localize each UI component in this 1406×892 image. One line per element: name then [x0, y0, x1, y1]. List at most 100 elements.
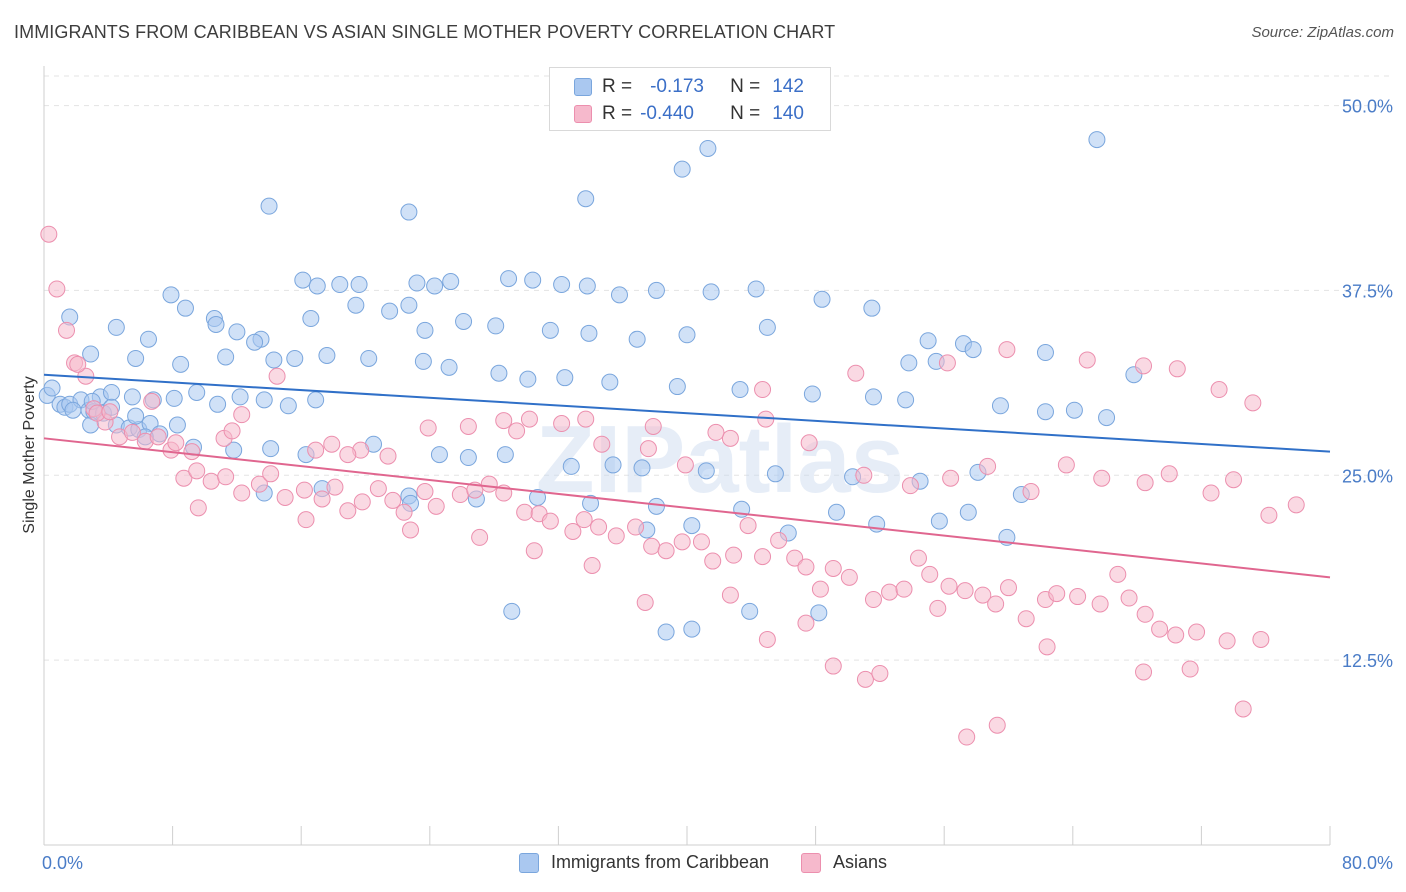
asians-point — [974, 586, 992, 604]
asians-point — [998, 341, 1016, 359]
asians-point — [979, 457, 997, 475]
caribbean-point — [82, 345, 100, 363]
asians-point — [1218, 632, 1236, 650]
caribbean-point — [331, 276, 349, 294]
asians-point — [958, 728, 976, 746]
caribbean-point — [1036, 403, 1054, 421]
caribbean-point — [803, 385, 821, 403]
asians-point — [1210, 381, 1228, 399]
legend-item-asians[interactable]: Asians — [801, 852, 887, 873]
series-asians — [40, 225, 1305, 746]
asians-point — [1135, 663, 1153, 681]
legend-swatch-pink — [801, 852, 822, 873]
asians-point — [395, 503, 413, 521]
asians-point — [593, 435, 611, 453]
asians-point — [276, 488, 294, 506]
caribbean-point — [863, 299, 881, 317]
caribbean-point — [1065, 401, 1083, 419]
asians-point — [525, 542, 543, 560]
caribbean-point — [556, 369, 574, 387]
asians-point — [938, 354, 956, 372]
asians-point — [516, 503, 534, 521]
asians-point — [643, 537, 661, 555]
axes — [43, 66, 1331, 846]
caribbean-point — [139, 330, 157, 348]
legend-item-caribbean[interactable]: Immigrants from Caribbean — [518, 852, 769, 873]
caribbean-point — [864, 388, 882, 406]
grid-lines — [44, 75, 1392, 661]
asians-point — [1234, 700, 1252, 718]
asians-point — [339, 502, 357, 520]
asians-point — [590, 518, 608, 536]
legend-label-asians: Asians — [833, 852, 888, 872]
asians-point — [313, 490, 331, 508]
asians-point — [739, 517, 757, 535]
caribbean-point — [496, 446, 514, 464]
asians-point — [636, 593, 654, 611]
asians-point — [754, 548, 772, 566]
caribbean-point — [991, 397, 1009, 415]
series-legend: Immigrants from Caribbean Asians — [0, 852, 1406, 873]
asians-point — [676, 456, 694, 474]
asians-point — [881, 583, 899, 601]
asians-point — [233, 406, 251, 424]
r-value: -0.440 — [640, 103, 694, 124]
asians-point — [956, 582, 974, 600]
caribbean-point — [553, 276, 571, 294]
asians-point — [419, 419, 437, 437]
asians-point — [1181, 660, 1199, 678]
asians-point — [639, 440, 657, 458]
asians-point — [175, 469, 193, 487]
caribbean-point — [487, 317, 505, 335]
caribbean-point — [580, 324, 598, 342]
caribbean-point — [697, 462, 715, 480]
caribbean-point — [604, 456, 622, 474]
caribbean-point — [400, 203, 418, 221]
caribbean-point — [302, 310, 320, 328]
caribbean-point — [964, 341, 982, 359]
r-label: R = — [602, 76, 633, 97]
asians-trend-line — [43, 437, 1331, 579]
legend-swatch-pink — [574, 105, 592, 123]
asians-point — [233, 484, 251, 502]
chart-title: IMMIGRANTS FROM CARIBBEAN VS ASIAN SINGL… — [14, 22, 836, 42]
caribbean-point — [103, 383, 121, 401]
caribbean-point — [1036, 344, 1054, 362]
asians-point — [987, 595, 1005, 613]
x-tick-label-max: 80.0% — [1341, 853, 1393, 873]
asians-point — [1168, 360, 1186, 378]
caribbean-point — [897, 391, 915, 409]
asians-point — [339, 446, 357, 464]
asians-point — [149, 428, 167, 446]
caribbean-point — [255, 391, 273, 409]
caribbean-point — [810, 604, 828, 622]
asians-point — [427, 497, 445, 515]
asians-point — [704, 552, 722, 570]
r-label: R = — [602, 103, 633, 124]
caribbean-point — [455, 312, 473, 330]
asians-point — [101, 403, 119, 421]
asians-point — [824, 657, 842, 675]
caribbean-point — [430, 446, 448, 464]
asians-point — [416, 483, 434, 501]
asians-point — [323, 435, 341, 453]
caribbean-point — [43, 379, 61, 397]
asians-point — [379, 447, 397, 465]
trend-lines — [43, 373, 1331, 579]
legend-row-caribbean: R = -0.173 N = 142 — [574, 76, 804, 98]
asians-point — [223, 422, 241, 440]
caribbean-point — [930, 512, 948, 530]
asians-point — [143, 392, 161, 410]
caribbean-point — [426, 277, 444, 295]
asians-point — [471, 528, 489, 546]
caribbean-point — [188, 383, 206, 401]
asians-point — [1109, 565, 1127, 583]
legend-swatch-blue — [574, 78, 592, 96]
caribbean-point — [766, 465, 784, 483]
caribbean-point — [578, 277, 596, 295]
caribbean-point — [246, 333, 264, 351]
asians-point — [797, 558, 815, 576]
caribbean-point — [702, 283, 720, 301]
asians-point — [250, 475, 268, 493]
asians-point — [864, 591, 882, 609]
